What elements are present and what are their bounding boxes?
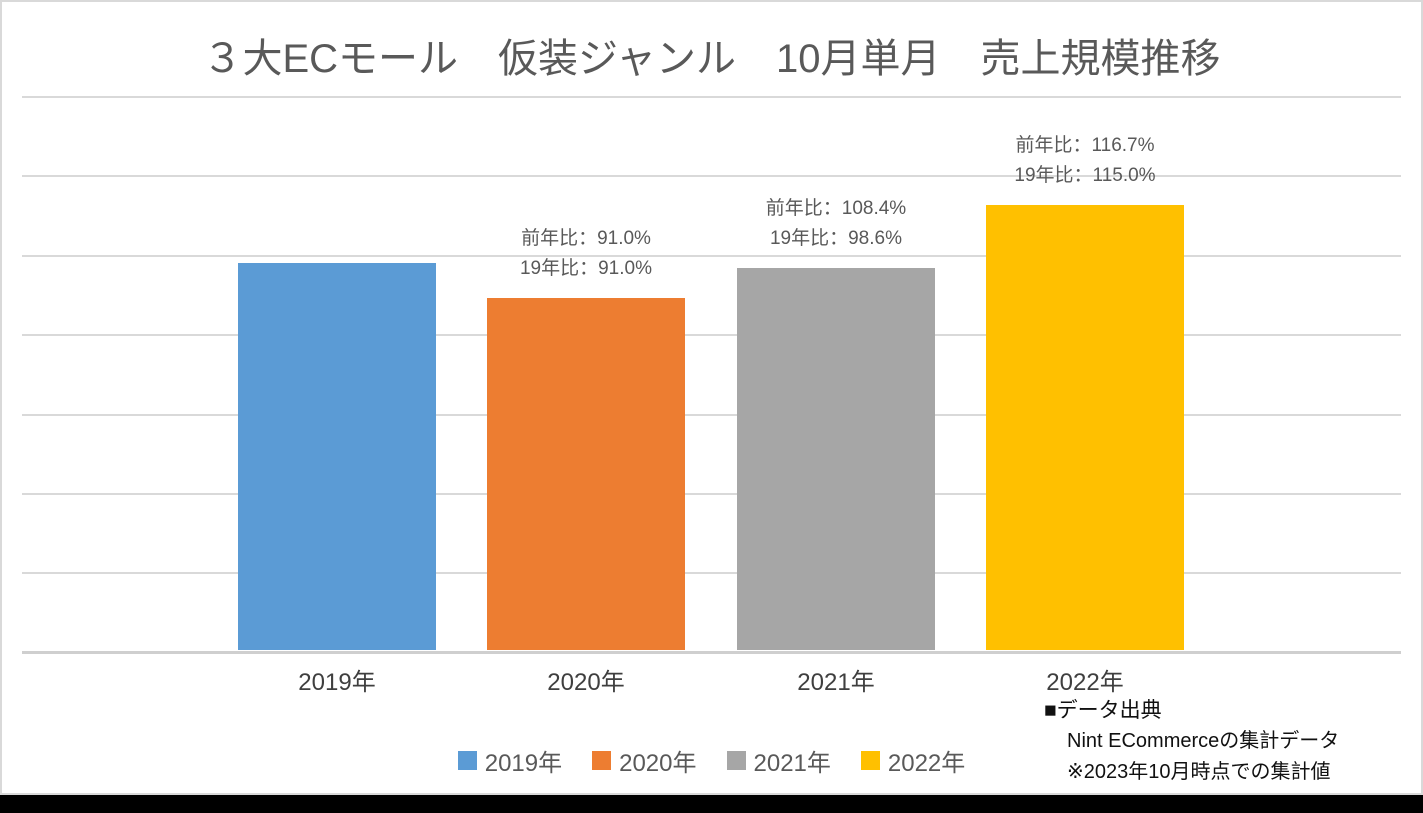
legend-swatch-icon: [726, 751, 746, 770]
legend-label: 2020年: [619, 750, 697, 777]
annotation-line: 前年比：108.4%: [765, 198, 907, 219]
data-source-line-2: ※2023年10月時点での集計値: [1067, 761, 1331, 783]
annotation-line: 前年比：91.0%: [521, 228, 651, 249]
legend-swatch-icon: [457, 751, 477, 770]
x-axis-label-2019年: 2019年: [298, 669, 376, 696]
legend: 2019年 2020年 2021年 2022年: [0, 743, 1423, 778]
annotation-line: 前年比：116.7%: [1015, 135, 1155, 156]
annotation-2020年: 前年比：91.0% 19年比：91.0%: [462, 224, 710, 284]
annotation-line: 19年比：115.0%: [1014, 165, 1156, 186]
annotation-2021年: 前年比：108.4% 19年比：98.6%: [712, 194, 960, 254]
legend-item-2019年: 2019年: [457, 743, 563, 778]
gridline: [22, 334, 1401, 336]
gridline: [22, 414, 1401, 416]
annotation-line: 19年比：98.6%: [769, 228, 902, 249]
annotation-2022年: 前年比：116.7% 19年比：115.0%: [961, 131, 1209, 191]
gridline: [22, 255, 1401, 257]
bar-2019年: [238, 263, 436, 650]
data-source-heading: ■データ出典: [1044, 699, 1162, 722]
legend-label: 2021年: [753, 750, 831, 777]
x-axis-label-2021年: 2021年: [797, 669, 875, 696]
annotation-line: 19年比：91.0%: [519, 258, 652, 279]
gridline: [22, 493, 1401, 495]
gridline: [22, 96, 1401, 98]
x-axis-label-2022年: 2022年: [1046, 669, 1124, 696]
bar-2022年: [986, 205, 1184, 650]
bottom-black-strip: [0, 795, 1423, 813]
chart-title: ３大ECモール 仮装ジャンル 10月単月 売上規模推移: [202, 37, 1221, 81]
gridline: [22, 175, 1401, 177]
legend-label: 2022年: [887, 750, 966, 777]
x-axis-line: [22, 651, 1401, 654]
data-source-line-1: Nint ECommerceの集計データ: [1067, 730, 1340, 752]
legend-swatch-icon: [592, 751, 612, 770]
legend-label: 2019年: [484, 750, 563, 777]
bar-2020年: [487, 298, 685, 650]
legend-item-2022年: 2022年: [860, 743, 966, 778]
gridline: [22, 572, 1401, 574]
plot-area: 前年比：91.0% 19年比：91.0% 前年比：108.4% 19年比：98.6% 前…: [238, 131, 1209, 650]
data-source-block: ■データ出典 Nint ECommerceの集計データ ※2023年10月時点で…: [1044, 695, 1339, 788]
legend-item-2020年: 2020年: [592, 743, 697, 778]
legend-swatch-icon: [860, 751, 880, 770]
bar-2021年: [737, 268, 935, 650]
legend-item-2021年: 2021年: [726, 743, 831, 778]
x-axis-label-2020年: 2020年: [547, 669, 625, 696]
